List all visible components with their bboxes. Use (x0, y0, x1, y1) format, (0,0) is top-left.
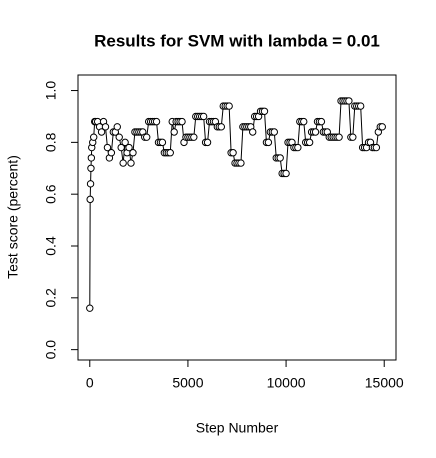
y-tick-label: 0.2 (43, 288, 59, 308)
x-tick-label: 5000 (172, 375, 203, 391)
point (225, 102, 233, 110)
point (264, 138, 273, 147)
point (237, 159, 245, 167)
point (311, 128, 320, 136)
point (101, 123, 110, 131)
point (87, 164, 95, 172)
point (276, 154, 284, 162)
point (166, 149, 174, 157)
point (378, 123, 386, 131)
point (103, 143, 112, 152)
point (217, 123, 225, 131)
point (125, 143, 133, 152)
y-tick-label: 0.0 (43, 340, 59, 360)
x-tick-label: 15000 (365, 375, 404, 391)
y-tick-label: 1.0 (43, 81, 59, 101)
point (305, 138, 314, 147)
point (199, 112, 208, 121)
point (90, 133, 98, 141)
point (107, 149, 116, 157)
point (190, 133, 198, 141)
x-axis-title: Step Number (196, 420, 279, 436)
point (127, 159, 135, 167)
point (372, 143, 381, 152)
point (119, 159, 127, 167)
point (86, 304, 94, 312)
point (117, 143, 125, 152)
point (115, 133, 123, 141)
point (121, 138, 129, 147)
point (294, 143, 302, 152)
point (356, 102, 365, 110)
point (87, 154, 96, 162)
point (143, 133, 151, 141)
point (86, 195, 94, 204)
point (152, 117, 161, 126)
point (249, 128, 257, 136)
point (203, 138, 212, 147)
point (282, 169, 290, 178)
y-tick-label: 0.8 (43, 132, 59, 152)
point (270, 128, 278, 136)
point (229, 149, 237, 157)
point (345, 97, 353, 105)
point (158, 138, 167, 147)
point (300, 117, 308, 126)
point (97, 128, 106, 136)
point (178, 117, 186, 126)
point (129, 149, 137, 157)
point (317, 117, 326, 126)
point (260, 107, 269, 115)
y-tick-label: 0.6 (43, 184, 59, 204)
point (170, 128, 178, 136)
point (335, 133, 343, 141)
x-tick-label: 10000 (267, 375, 306, 391)
y-tick-label: 0.4 (43, 236, 59, 256)
y-axis-title: Test score (percent) (5, 155, 21, 279)
point (349, 133, 357, 141)
point (113, 123, 121, 131)
chart-title: Results for SVM with lambda = 0.01 (94, 31, 380, 50)
x-tick-label: 0 (86, 375, 94, 391)
point (86, 180, 95, 188)
